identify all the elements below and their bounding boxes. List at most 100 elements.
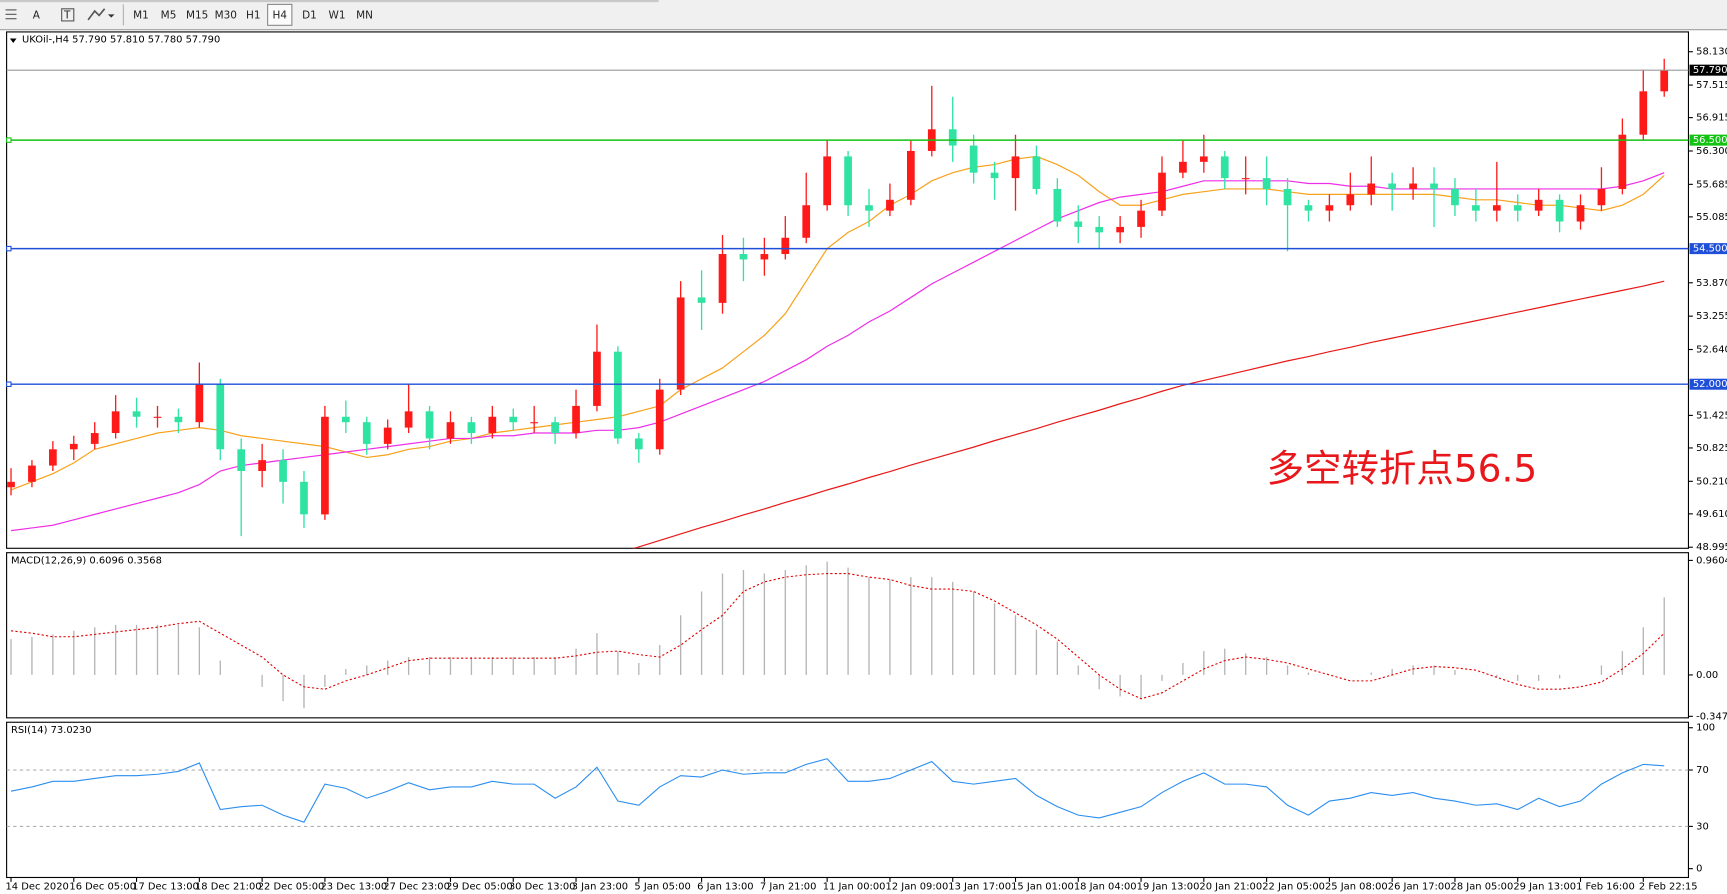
level-label: 54.500 — [1693, 244, 1727, 255]
x-tick-label: 6 Jan 13:00 — [697, 881, 753, 892]
candle-body — [1576, 205, 1585, 222]
level-label-bg — [1689, 378, 1727, 390]
candle-body — [572, 405, 580, 434]
x-tick-label: 2 Feb 22:15 — [1639, 881, 1698, 892]
candle-body — [1660, 70, 1669, 92]
candle-body — [446, 422, 455, 439]
y-tick-label: 56.300 — [1696, 146, 1727, 157]
candle-body — [425, 411, 434, 439]
y-tick-label: 0 — [1696, 864, 1702, 875]
timeframe-button[interactable]: D1 — [302, 9, 317, 21]
x-tick-label: 18 Jan 04:00 — [1074, 881, 1137, 892]
tool-button[interactable]: T — [63, 9, 71, 21]
candle-body — [488, 416, 497, 434]
toolbar-strip — [0, 0, 659, 3]
tool-button[interactable]: A — [33, 9, 41, 21]
timeframe-button[interactable]: H1 — [246, 9, 261, 21]
level-label-bg — [1689, 134, 1727, 146]
candle-body — [1137, 210, 1145, 227]
timeframe-button[interactable]: M5 — [161, 9, 177, 21]
candle-body — [1262, 178, 1271, 189]
x-tick-label: 7 Jan 21:00 — [760, 881, 816, 892]
text-tool-box[interactable] — [61, 8, 75, 22]
timeframe-button[interactable]: M1 — [133, 9, 149, 21]
x-tick-label: 27 Dec 23:00 — [383, 881, 450, 892]
level-handle[interactable] — [6, 381, 12, 387]
candle-body — [676, 297, 685, 390]
x-tick-label: 1 Feb 16:00 — [1576, 881, 1635, 892]
macd-plot — [10, 561, 1665, 709]
candle-body — [111, 411, 120, 434]
x-tick-label: 20 Jan 21:00 — [1199, 881, 1262, 892]
candle-body — [1555, 199, 1564, 222]
candle-body — [467, 422, 476, 434]
timeframe-button[interactable]: H4 — [272, 9, 287, 21]
candle-body — [1451, 188, 1459, 206]
candle-body — [1053, 188, 1062, 222]
candle-body — [258, 460, 266, 471]
y-tick-label: 0.00 — [1696, 670, 1718, 681]
candle-body — [341, 416, 350, 423]
x-tick-label: 12 Jan 09:00 — [886, 881, 949, 892]
candle-body — [823, 156, 832, 206]
x-tick-label: 14 Dec 2020 — [6, 881, 69, 892]
dropdown-arrow[interactable] — [107, 14, 115, 18]
x-tick-label: 16 Dec 05:00 — [69, 881, 136, 892]
y-tick-label: 52.640 — [1696, 345, 1727, 356]
candle-body — [1472, 205, 1480, 211]
candle-body — [1074, 221, 1083, 227]
candle-body — [1304, 205, 1313, 211]
x-tick-label: 5 Jan 05:00 — [634, 881, 690, 892]
x-tick-label: 19 Jan 13:00 — [1137, 881, 1200, 892]
x-tick-label: 28 Jan 05:00 — [1451, 881, 1514, 892]
candle-body — [844, 156, 852, 206]
candle-body — [300, 481, 308, 515]
timeframe-button[interactable]: M15 — [186, 9, 208, 21]
macd-signal — [10, 573, 1665, 700]
y-tick-label: 53.870 — [1696, 278, 1727, 289]
timeframe-button[interactable]: M30 — [215, 9, 237, 21]
candle-body — [1032, 156, 1041, 189]
timeframe-button[interactable]: MN — [356, 9, 373, 21]
y-tick-label: 50.210 — [1696, 476, 1727, 487]
candle-body — [948, 129, 957, 146]
current-price-bg — [1689, 64, 1727, 76]
timeframe-button[interactable]: W1 — [329, 9, 346, 21]
candle-body — [593, 351, 601, 406]
candle-body — [781, 237, 790, 255]
candle-body — [634, 438, 643, 450]
level-handle[interactable] — [6, 137, 12, 143]
candle-body — [1597, 188, 1606, 206]
cursor-tool[interactable] — [5, 9, 17, 20]
candle-body — [1158, 172, 1166, 211]
candle-body — [614, 351, 622, 439]
candle-body — [1283, 188, 1292, 206]
y-tick-label: 70 — [1696, 765, 1709, 776]
candle-body — [802, 205, 811, 238]
y-tick-label: 50.825 — [1696, 443, 1727, 454]
x-tick-label: 22 Dec 05:00 — [258, 881, 325, 892]
moving-average — [10, 155, 1665, 491]
level-handle[interactable] — [6, 245, 12, 252]
shapes-tool[interactable] — [87, 8, 106, 21]
candle-body — [969, 145, 978, 173]
candle-body — [216, 384, 225, 450]
level-label: 52.000 — [1693, 379, 1727, 390]
y-tick-label: 58.130 — [1696, 47, 1727, 58]
moving-average — [632, 280, 1665, 549]
current-price-label: 57.790 — [1693, 65, 1727, 76]
panel-title: MACD(12,26,9) 0.6096 0.3568 — [11, 555, 162, 566]
y-tick-label: 53.255 — [1696, 311, 1727, 322]
panel-title: UKOil-,H4 57.790 57.810 57.780 57.790 — [22, 35, 220, 46]
candle-body — [760, 254, 769, 260]
candle-body — [1220, 156, 1229, 179]
candle-body — [1409, 183, 1417, 189]
candle-body — [69, 443, 78, 450]
candle-body — [237, 449, 246, 471]
toolbar: A T M1 M5 M15 M30 H1 H4 D1 W1 MN — [0, 0, 1727, 31]
y-tick-label: 55.685 — [1696, 179, 1727, 190]
candle-body — [1116, 226, 1124, 233]
candle-body — [195, 384, 204, 423]
